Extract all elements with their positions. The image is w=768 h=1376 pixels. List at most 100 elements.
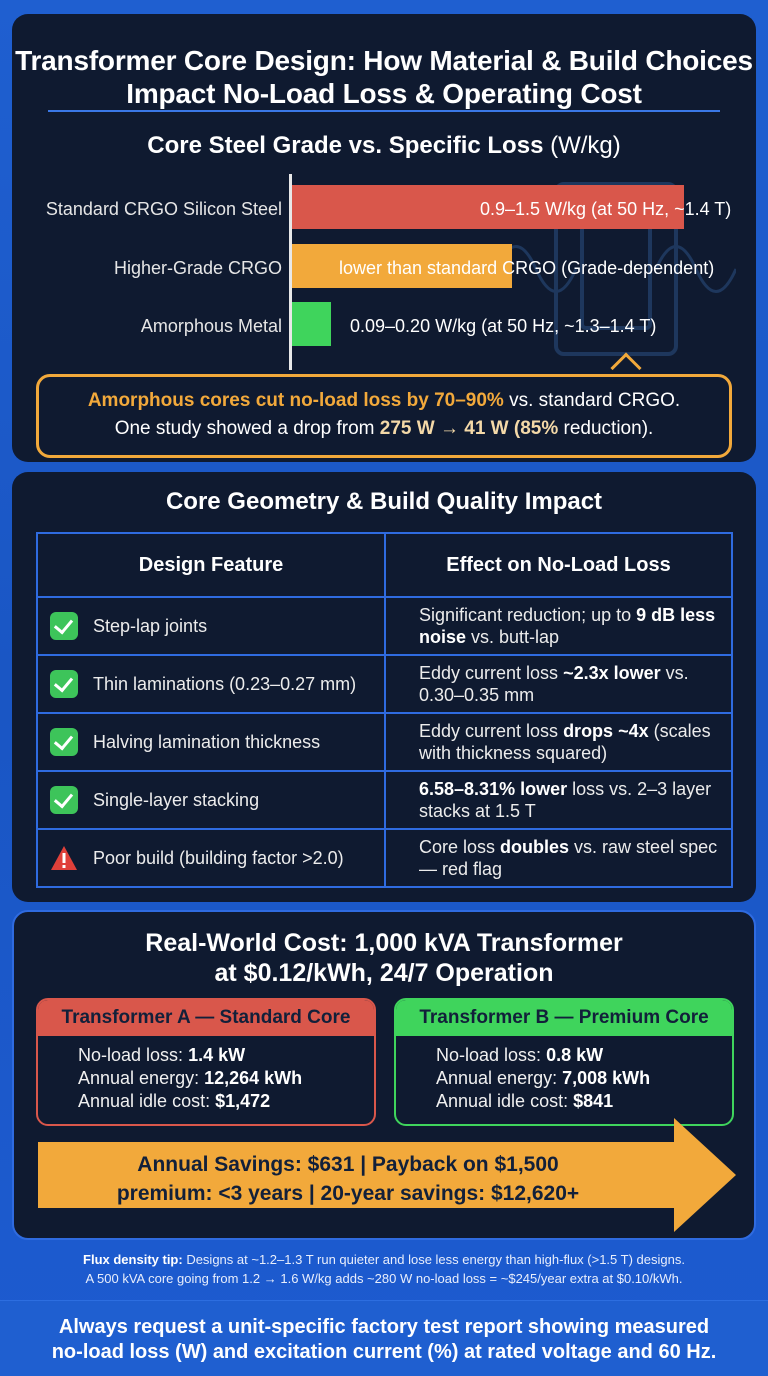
effect-highlight: 9 dB less noise <box>419 605 716 647</box>
effect-text: (scales with thickness squared) <box>419 721 711 763</box>
effect-text: vs. 0.30–0.35 mm <box>419 663 689 705</box>
chart-title-text: Core Steel Grade vs. Specific Loss <box>147 132 544 159</box>
savings-line-1: Annual Savings: $631 | Payback on $1,500 <box>137 1153 559 1176</box>
callout-line-1: Amorphous cores cut no-load loss by 70–9… <box>39 387 729 415</box>
label: No-load loss: <box>78 1045 189 1065</box>
feature-cell: Thin laminations (0.23–0.27 mm) <box>36 654 386 714</box>
table-header-row: Design Feature Effect on No-Load Loss <box>36 532 733 598</box>
steel-grade-panel: Transformer Core Design: How Material & … <box>12 14 756 462</box>
table-row: Step-lap joints Significant reduction; up… <box>36 596 733 656</box>
label: Annual idle cost: <box>436 1091 574 1111</box>
bar-higher-grade-crgo <box>292 244 512 288</box>
transformer-a-energy: Annual energy: 12,264 kWh <box>78 1067 374 1090</box>
transformer-a-no-load: No-load loss: 1.4 kW <box>78 1044 374 1067</box>
check-icon <box>50 728 78 756</box>
transformer-b-title: Transformer B — Premium Core <box>396 1000 732 1036</box>
feature-text: Thin laminations (0.23–0.27 mm) <box>93 673 357 694</box>
chart-axis <box>289 174 292 370</box>
table-row: Single-layer stacking 6.58–8.31% lower lo… <box>36 770 733 830</box>
table-header-effect: Effect on No-Load Loss <box>384 532 733 598</box>
tip-text-1: Designs at ~1.2–1.3 T run quieter and lo… <box>182 1252 685 1267</box>
geometry-panel: Core Geometry & Build Quality Impact Des… <box>12 472 756 902</box>
callout-line-1-rest: vs. standard CRGO. <box>503 390 681 411</box>
table-row: Thin laminations (0.23–0.27 mm) Eddy curr… <box>36 654 733 714</box>
bar-label-standard-crgo: Standard CRGO Silicon Steel <box>45 199 282 219</box>
effect-cell: Significant reduction; up to 9 dB less n… <box>384 596 733 656</box>
effect-text: Eddy current loss <box>419 663 564 683</box>
feature-cell-content: Halving lamination thickness <box>50 728 384 756</box>
feature-cell: Step-lap joints <box>36 596 386 656</box>
feature-cell: Halving lamination thickness <box>36 712 386 772</box>
feature-cell-content: Thin laminations (0.23–0.27 mm) <box>50 670 384 698</box>
feature-text: Step-lap joints <box>93 615 208 636</box>
warning-icon <box>51 846 77 870</box>
check-icon <box>50 786 78 814</box>
effect-highlight: drops ~4x <box>563 721 649 741</box>
check-icon <box>50 670 78 698</box>
bar-label-amorphous-metal: Amorphous Metal <box>140 316 282 336</box>
effect-cell: Eddy current loss ~2.3x lower vs. 0.30–0… <box>384 654 733 714</box>
transformer-a-card: Transformer A — Standard Core No-load lo… <box>36 998 376 1126</box>
effect-text: loss vs. 2–3 layer stacks at 1.5 T <box>419 779 712 821</box>
transformer-a-title: Transformer A — Standard Core <box>38 1000 374 1036</box>
effect-cell: Core loss doubles vs. raw steel spec — r… <box>384 828 733 888</box>
effect-cell: 6.58–8.31% lower loss vs. 2–3 layer stac… <box>384 770 733 830</box>
title-divider <box>48 110 720 112</box>
footer-line-2: no-load loss (W) and excitation current … <box>51 1341 717 1363</box>
value: 0.8 kW <box>546 1045 604 1065</box>
callout-line-2-pre: One study showed a drop from <box>114 418 380 439</box>
table-row: Poor build (building factor >2.0) Core lo… <box>36 828 733 888</box>
feature-text: Poor build (building factor >2.0) <box>93 847 344 868</box>
feature-cell-content: Poor build (building factor >2.0) <box>50 845 384 871</box>
effect-text: Core loss <box>419 837 501 857</box>
transformer-a-details: No-load loss: 1.4 kW Annual energy: 12,2… <box>38 1036 374 1113</box>
transformer-b-details: No-load loss: 0.8 kW Annual energy: 7,00… <box>396 1036 732 1113</box>
savings-arrow: Annual Savings: $631 | Payback on $1,500… <box>38 1118 738 1232</box>
effect-highlight: 6.58–8.31% lower <box>419 779 568 799</box>
design-feature-table: Design Feature Effect on No-Load Loss St… <box>36 532 733 888</box>
cost-panel: Real-World Cost: 1,000 kVA Transformer a… <box>12 910 756 1240</box>
bar-value-higher-grade-crgo: lower than standard CRGO (Grade-dependen… <box>339 258 715 278</box>
savings-line-2: premium: <3 years | 20-year savings: $12… <box>116 1182 580 1205</box>
callout-highlight: Amorphous cores cut no-load loss by 70–9… <box>87 390 504 411</box>
value: $1,472 <box>215 1091 271 1111</box>
label: No-load loss: <box>436 1045 547 1065</box>
feature-cell: Poor build (building factor >2.0) <box>36 828 386 888</box>
callout-line-2-highlight: 275 W → 41 W (85% <box>379 418 559 439</box>
transformer-a-cost: Annual idle cost: $1,472 <box>78 1090 374 1113</box>
effect-cell: Eddy current loss drops ~4x (scales with… <box>384 712 733 772</box>
label: Annual energy: <box>78 1068 205 1088</box>
effect-text: vs. raw steel spec — red flag <box>419 837 718 879</box>
transformer-b-energy: Annual energy: 7,008 kWh <box>436 1067 732 1090</box>
callout-line-2: One study showed a drop from 275 W → 41 … <box>39 415 729 443</box>
footer-recommendation: Always request a unit-specific factory t… <box>0 1300 768 1376</box>
bar-standard-crgo <box>292 185 684 229</box>
flux-density-tip: Flux density tip: Designs at ~1.2–1.3 T … <box>12 1250 756 1288</box>
value: 12,264 kWh <box>204 1068 303 1088</box>
feature-cell: Single-layer stacking <box>36 770 386 830</box>
feature-cell-content: Single-layer stacking <box>50 786 384 814</box>
geometry-section-title: Core Geometry & Build Quality Impact <box>165 488 603 515</box>
chart-title-unit: (W/kg) <box>550 132 621 159</box>
tip-line-2: A 500 kVA core going from 1.2 → 1.6 W/kg… <box>85 1271 683 1286</box>
cost-section-title: Real-World Cost: 1,000 kVA Transformer a… <box>14 928 754 988</box>
tip-label: Flux density tip: <box>83 1252 183 1267</box>
effect-text: Eddy current loss <box>419 721 564 741</box>
feature-text: Halving lamination thickness <box>93 731 321 752</box>
amorphous-callout: Amorphous cores cut no-load loss by 70–9… <box>36 374 732 458</box>
label: Annual idle cost: <box>78 1091 216 1111</box>
transformer-b-no-load: No-load loss: 0.8 kW <box>436 1044 732 1067</box>
effect-highlight: doubles <box>500 837 570 857</box>
bar-amorphous-metal <box>292 302 331 346</box>
feature-cell-content: Step-lap joints <box>50 612 384 640</box>
table-row: Halving lamination thickness Eddy current… <box>36 712 733 772</box>
label: Annual energy: <box>436 1068 563 1088</box>
effect-text: vs. butt-lap <box>466 627 560 647</box>
bar-value-amorphous-metal: 0.09–0.20 W/kg (at 50 Hz, ~1.3–1.4 T) <box>350 316 657 336</box>
effect-text: Significant reduction; up to <box>419 605 637 625</box>
arrow-right-icon <box>38 1118 736 1232</box>
transformer-b-cost: Annual idle cost: $841 <box>436 1090 732 1113</box>
cost-title-line-1: Real-World Cost: 1,000 kVA Transformer <box>145 929 623 957</box>
transformer-b-card: Transformer B — Premium Core No-load los… <box>394 998 734 1126</box>
page-title: Transformer Core Design: How Material & … <box>15 45 753 109</box>
